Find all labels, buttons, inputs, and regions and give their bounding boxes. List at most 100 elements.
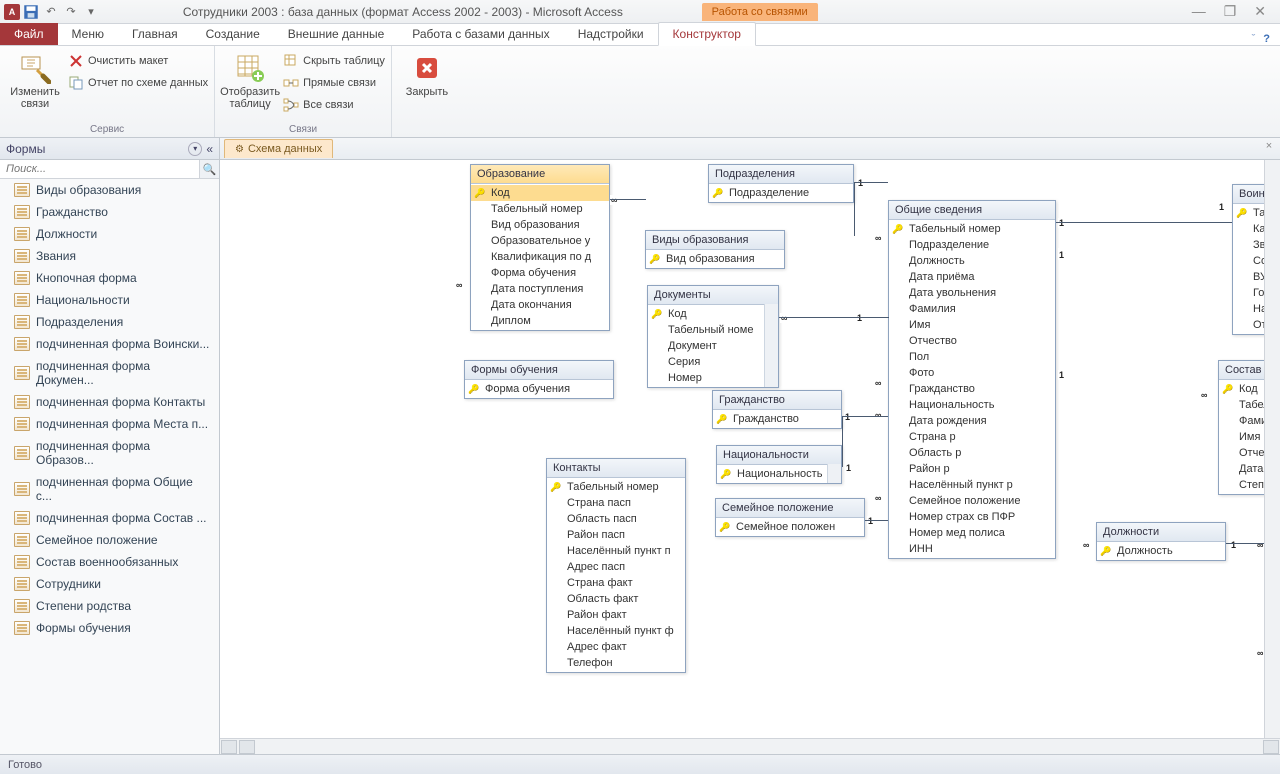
table-title[interactable]: Состав семьи [1219,361,1264,380]
tab-design[interactable]: Конструктор [658,22,756,46]
close-button[interactable]: Закрыть [398,48,456,135]
hide-table-button[interactable]: Скрыть таблицу [283,50,385,72]
edit-relationships-button[interactable]: Изменить связи [6,48,64,124]
table-semeinoe[interactable]: Семейное положениеСемейное положен [715,498,865,537]
minimize-icon[interactable]: — [1192,3,1206,20]
table-field[interactable]: Форма обучения [471,265,609,281]
table-title[interactable]: Должности [1097,523,1225,542]
tab-home[interactable]: Главная [118,23,192,45]
nav-item[interactable]: Должности [0,223,219,245]
table-field[interactable]: Район р [889,461,1055,477]
tab-database[interactable]: Работа с базами данных [398,23,563,45]
table-field[interactable]: Адрес пасп [547,559,685,575]
nav-item[interactable]: подчиненная форма Образов... [0,435,219,471]
table-field[interactable]: Фото [889,365,1055,381]
table-title[interactable]: Формы обучения [465,361,613,380]
help-icon[interactable]: ? [1263,33,1270,45]
table-field[interactable]: Диплом [471,313,609,329]
app-icon[interactable]: A [4,4,20,20]
all-relationships-button[interactable]: Все связи [283,94,385,116]
field-scrollbar[interactable] [827,464,841,483]
table-field[interactable]: Образовательное у [471,233,609,249]
table-title[interactable]: Воинский учёт [1233,185,1264,204]
table-field[interactable]: Дата поступления [471,281,609,297]
table-field[interactable]: Должность [889,253,1055,269]
table-dolzhnosti[interactable]: ДолжностиДолжность [1096,522,1226,561]
table-field[interactable]: Населённый пункт р [889,477,1055,493]
nav-item[interactable]: Степени родства [0,595,219,617]
clear-layout-button[interactable]: Очистить макет [68,50,208,72]
table-field[interactable]: ИНН [889,541,1055,557]
table-field[interactable]: Звание [1233,237,1264,253]
table-field[interactable]: Документ [648,338,778,354]
table-title[interactable]: Подразделения [709,165,853,184]
table-field[interactable]: Дата увольнения [889,285,1055,301]
nav-item[interactable]: подчиненная форма Докумен... [0,355,219,391]
table-title[interactable]: Гражданство [713,391,841,410]
table-podrazd[interactable]: ПодразделенияПодразделение [708,164,854,203]
table-field[interactable]: ВУС [1233,269,1264,285]
table-obshie[interactable]: Общие сведенияТабельный номерПодразделен… [888,200,1056,559]
table-field[interactable]: Телефон [547,655,685,671]
nav-item[interactable]: Национальности [0,289,219,311]
table-field[interactable]: Серия [648,354,778,370]
table-voinsky[interactable]: Воинский учётТабельный номерКатегория за… [1232,184,1264,335]
table-grazhdan[interactable]: ГражданствоГражданство [712,390,842,429]
table-field[interactable]: Область пасп [547,511,685,527]
tab-create[interactable]: Создание [192,23,274,45]
nav-item[interactable]: Виды образования [0,179,219,201]
table-field[interactable]: Код [1219,381,1264,397]
relationship-report-button[interactable]: Отчет по схеме данных [68,72,208,94]
file-tab[interactable]: Файл [0,23,58,45]
qat-dropdown-icon[interactable]: ▾ [82,3,100,21]
horizontal-scrollbar[interactable] [220,738,1280,754]
close-document-icon[interactable]: × [1260,140,1278,158]
nav-item[interactable]: подчиненная форма Общие с... [0,471,219,507]
nav-item[interactable]: подчиненная форма Места п... [0,413,219,435]
nav-item[interactable]: Состав военнообязанных [0,551,219,573]
nav-item[interactable]: Семейное положение [0,529,219,551]
table-field[interactable]: Вид образования [471,217,609,233]
table-field[interactable]: Дата рождения [889,413,1055,429]
table-field[interactable]: Адрес факт [547,639,685,655]
table-natsion[interactable]: НациональностиНациональность [716,445,842,484]
table-obrazovanie[interactable]: ОбразованиеКодТабельный номерВид образов… [470,164,610,331]
undo-icon[interactable]: ↶ [42,3,60,21]
table-formyob[interactable]: Формы обученияФорма обучения [464,360,614,399]
table-field[interactable]: Населённый пункт ф [547,623,685,639]
table-field[interactable]: Отметка о снятии [1233,317,1264,333]
nav-item[interactable]: Звания [0,245,219,267]
nav-item[interactable]: Гражданство [0,201,219,223]
close-window-icon[interactable]: ✕ [1254,3,1266,20]
table-field[interactable]: Страна р [889,429,1055,445]
table-field[interactable]: Номер мед полиса [889,525,1055,541]
table-field[interactable]: Наименование вое [1233,301,1264,317]
table-field[interactable]: Область р [889,445,1055,461]
table-documenty[interactable]: ДокументыКодТабельный номеДокументСерияН… [647,285,779,388]
table-field[interactable]: Табельный номер [471,201,609,217]
table-sostavsem[interactable]: Состав семьиКодТабельный номерФамилияИмя… [1218,360,1264,495]
table-title[interactable]: Контакты [547,459,685,478]
table-field[interactable]: Табельный номер [1233,205,1264,221]
table-field[interactable]: Вид образования [646,251,784,267]
table-field[interactable]: Страна пасп [547,495,685,511]
save-icon[interactable] [22,3,40,21]
tab-addins[interactable]: Надстройки [564,23,658,45]
table-field[interactable]: Населённый пункт п [547,543,685,559]
table-field[interactable]: Подразделение [889,237,1055,253]
table-field[interactable]: Подразделение [709,185,853,201]
table-field[interactable]: Национальность [717,466,841,482]
table-vidy[interactable]: Виды образованияВид образования [645,230,785,269]
table-field[interactable]: Гражданство [889,381,1055,397]
restore-icon[interactable]: ❐ [1224,3,1237,20]
table-title[interactable]: Документы [648,286,778,305]
table-field[interactable]: Степень родства [1219,477,1264,493]
nav-header[interactable]: Формы ▾« [0,138,219,160]
table-field[interactable]: Квалификация по д [471,249,609,265]
nav-item[interactable]: Формы обучения [0,617,219,639]
table-field[interactable]: Семейное положение [889,493,1055,509]
document-tab[interactable]: ⚙ Схема данных [224,139,333,158]
nav-item[interactable]: подчиненная форма Контакты [0,391,219,413]
table-field[interactable]: Область факт [547,591,685,607]
table-title[interactable]: Национальности [717,446,841,465]
